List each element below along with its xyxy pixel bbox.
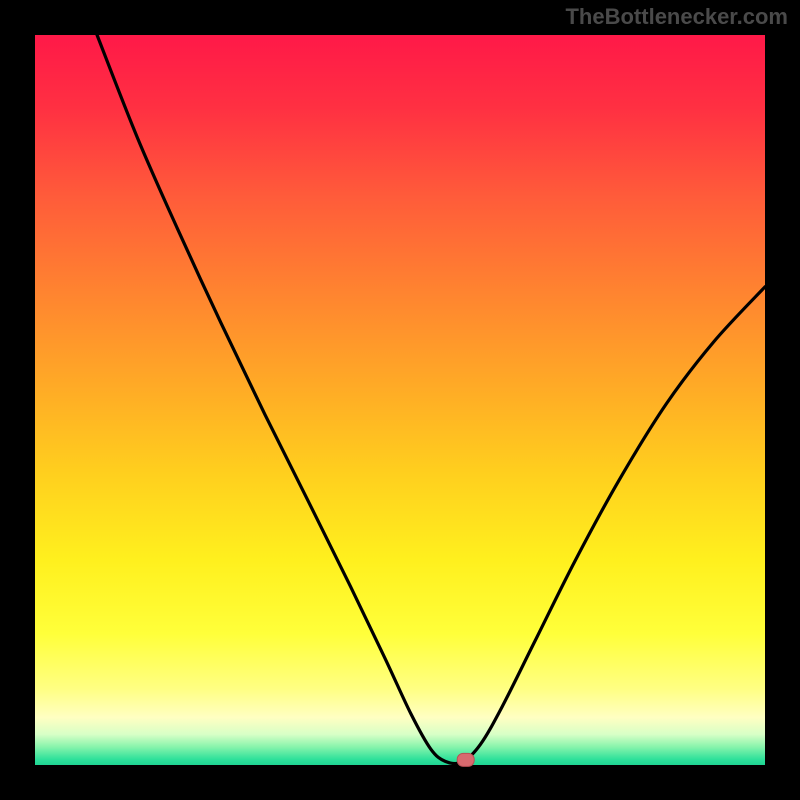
plot-gradient [35, 35, 765, 765]
optimal-point-marker [457, 753, 474, 766]
watermark-text: TheBottlenecker.com [565, 4, 788, 30]
bottleneck-chart [0, 0, 800, 800]
